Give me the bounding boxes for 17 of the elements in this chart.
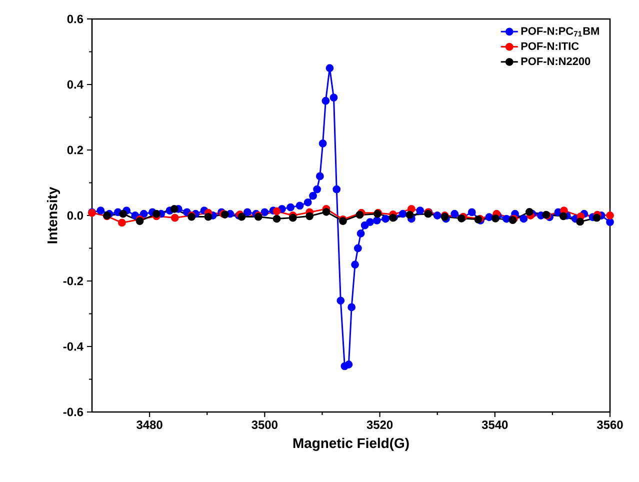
y-tick-label: 0.2 — [67, 146, 84, 154]
legend-label: POF-N:N2200 — [521, 57, 590, 66]
y-tick-label: 0.4 — [67, 80, 84, 89]
legend-label: POF-N:ITIC — [521, 42, 579, 50]
y-tick-label: -0.6 — [63, 408, 84, 416]
y-tick-label: 0.0 — [67, 211, 83, 220]
x-tick-label: 3500 — [252, 420, 278, 430]
y-axis-title: Intensity — [47, 186, 60, 244]
y-tick-label: -0.2 — [63, 276, 84, 286]
y-tick-label: 0.6 — [67, 14, 84, 24]
x-tick-label: 3540 — [482, 420, 508, 430]
y-tick-label: -0.4 — [63, 342, 84, 351]
x-tick-label: 3480 — [136, 420, 162, 430]
x-tick-label: 3560 — [596, 420, 623, 430]
x-axis-title: Magnetic Field(G) — [293, 438, 409, 451]
legend-label: POF-N:PC$_{71}$BM — [521, 27, 599, 36]
x-tick-label: 3520 — [366, 420, 393, 430]
